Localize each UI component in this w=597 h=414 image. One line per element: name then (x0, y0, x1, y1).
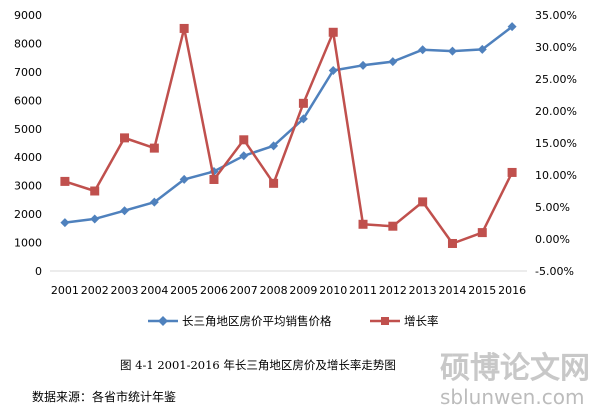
growth-point (477, 228, 487, 238)
x-tick-label: 2008 (260, 284, 288, 297)
price-point (477, 44, 487, 54)
growth-point (298, 98, 308, 108)
growth-point (358, 219, 368, 229)
right-tick-label: 30.00% (535, 41, 577, 54)
price-point (388, 57, 398, 67)
price-point (60, 218, 70, 228)
price-point (120, 206, 130, 216)
x-axis-ticks: 2001 2002 2003 2004 2005 2006 2007 2008 2009 2010… (51, 284, 526, 297)
left-y-axis-ticks: 0 1000 2000 3000 4000 5000 6000 7000 8000 9000 (14, 9, 42, 278)
right-tick-label: 15.00% (535, 137, 577, 150)
left-tick-label: 9000 (14, 9, 42, 22)
series-layer (60, 22, 517, 248)
series-price (60, 22, 517, 228)
x-tick-label: 2015 (468, 284, 496, 297)
left-tick-label: 0 (35, 265, 42, 278)
growth-point (179, 23, 189, 33)
growth-point (60, 176, 70, 186)
left-tick-label: 3000 (14, 180, 42, 193)
legend-price-diamond-icon (158, 316, 168, 326)
figure-caption: 图 4-1 2001-2016 年长三角地区房价及增长率走势图 (120, 358, 396, 372)
price-point (90, 214, 100, 224)
x-tick-label: 2014 (438, 284, 466, 297)
growth-point (269, 178, 279, 188)
right-tick-label: 10.00% (535, 169, 577, 182)
price-point (298, 114, 308, 124)
growth-point (447, 238, 457, 248)
left-tick-label: 5000 (14, 123, 42, 136)
price-point (418, 45, 428, 55)
data-source-note: 数据来源：各省市统计年鉴 (32, 389, 176, 404)
left-tick-label: 7000 (14, 66, 42, 79)
x-tick-label: 2006 (200, 284, 228, 297)
series-growth-rate (60, 23, 517, 248)
legend-price-label: 长三角地区房价平均销售价格 (182, 314, 332, 328)
price-point (507, 22, 517, 32)
growth-point (90, 186, 100, 196)
chart-legend: 长三角地区房价平均销售价格 增长率 (148, 314, 439, 328)
x-tick-label: 2002 (81, 284, 109, 297)
right-tick-label: 5.00% (535, 201, 570, 214)
growth-point (149, 143, 159, 153)
growth-point (209, 174, 219, 184)
growth-point (388, 221, 398, 231)
x-tick-label: 2004 (140, 284, 168, 297)
watermark: 硕博论文网 sblunwen.com (440, 351, 590, 409)
price-point (149, 197, 159, 207)
x-tick-label: 2007 (230, 284, 258, 297)
left-tick-label: 8000 (14, 37, 42, 50)
legend-item-price: 长三角地区房价平均销售价格 (148, 314, 332, 328)
watermark-chinese: 硕博论文网 (440, 351, 590, 386)
x-tick-label: 2011 (349, 284, 377, 297)
growth-point (120, 133, 130, 143)
right-tick-label: 35.00% (535, 9, 577, 22)
series-line (64, 27, 514, 245)
x-tick-label: 2010 (319, 284, 347, 297)
line-chart: 0 1000 2000 3000 4000 5000 6000 7000 8000 9000 -5… (14, 9, 577, 297)
price-point (179, 174, 189, 184)
x-tick-label: 2009 (289, 284, 317, 297)
price-point (447, 46, 457, 56)
x-tick-label: 2001 (51, 284, 79, 297)
growth-point (328, 27, 338, 37)
legend-item-growth: 增长率 (370, 314, 439, 328)
right-tick-label: 0.00% (535, 233, 570, 246)
x-tick-label: 2003 (111, 284, 139, 297)
left-tick-label: 6000 (14, 94, 42, 107)
price-point (328, 65, 338, 75)
x-tick-label: 2013 (409, 284, 437, 297)
price-point (358, 60, 368, 70)
left-tick-label: 2000 (14, 208, 42, 221)
x-tick-label: 2005 (170, 284, 198, 297)
growth-point (507, 167, 517, 177)
watermark-url: sblunwen.com (440, 385, 584, 409)
price-point (239, 151, 249, 161)
legend-growth-square-icon (381, 317, 389, 325)
right-tick-label: -5.00% (535, 265, 574, 278)
left-tick-label: 4000 (14, 151, 42, 164)
series-line (64, 25, 513, 224)
x-tick-label: 2016 (498, 284, 526, 297)
right-tick-label: 25.00% (535, 73, 577, 86)
right-y-axis-ticks: -5.00% 0.00% 5.00% 10.00% 15.00% 20.00% 25.00%… (535, 9, 577, 278)
growth-point (418, 197, 428, 207)
left-tick-label: 1000 (14, 237, 42, 250)
right-tick-label: 20.00% (535, 105, 577, 118)
price-point (269, 141, 279, 151)
growth-point (239, 135, 249, 145)
x-tick-label: 2012 (379, 284, 407, 297)
legend-growth-label: 增长率 (404, 314, 439, 328)
